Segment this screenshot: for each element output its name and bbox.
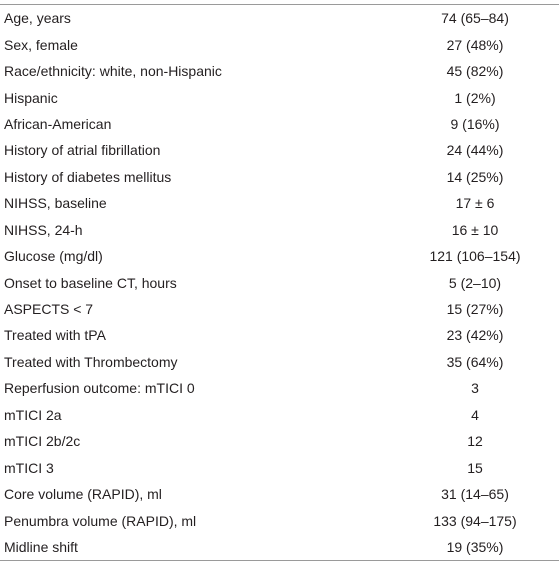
row-label: ASPECTS < 7: [4, 301, 94, 318]
row-value: 4: [471, 406, 479, 423]
row-value: 35 (64%): [446, 353, 504, 370]
row-label: Glucose (mg/dl): [4, 248, 103, 265]
row-label: Age, years: [4, 10, 71, 27]
row-label: mTICI 2a: [4, 406, 62, 423]
table-row: Hispanic 1 (2%): [0, 84, 559, 110]
table-row: mTICI 3 15: [0, 454, 559, 480]
row-value: 3: [471, 380, 479, 397]
row-value: 133 (94–175): [433, 512, 517, 529]
row-value: 9 (16%): [450, 115, 500, 132]
row-label: History of diabetes mellitus: [4, 168, 172, 185]
row-value: 27 (48%): [446, 36, 504, 53]
row-label: Treated with Thrombectomy: [4, 353, 178, 370]
table-row: Treated with Thrombectomy 35 (64%): [0, 349, 559, 375]
row-value: 15 (27%): [446, 301, 504, 318]
row-value: 121 (106–154): [429, 248, 521, 265]
row-label: History of atrial fibrillation: [4, 142, 161, 159]
table-row: mTICI 2b/2c 12: [0, 428, 559, 454]
row-value: 12: [467, 433, 483, 450]
table-row: NIHSS, 24-h 16 ± 10: [0, 217, 559, 243]
table-row: Penumbra volume (RAPID), ml 133 (94–175): [0, 507, 559, 533]
row-value: 31 (14–65): [441, 486, 509, 503]
table-row: Race/ethnicity: white, non-Hispanic 45 (8…: [0, 58, 559, 84]
table-row: mTICI 2a 4: [0, 402, 559, 428]
table-row: Sex, female 27 (48%): [0, 31, 559, 57]
table-row: Onset to baseline CT, hours 5 (2–10): [0, 269, 559, 295]
row-label: Penumbra volume (RAPID), ml: [4, 512, 197, 529]
table-row: Core volume (RAPID), ml 31 (14–65): [0, 481, 559, 507]
table-row: Glucose (mg/dl) 121 (106–154): [0, 243, 559, 269]
row-label: African-American: [4, 115, 112, 132]
row-value: 15: [467, 459, 483, 476]
row-value: 14 (25%): [446, 168, 504, 185]
row-value: 5 (2–10): [448, 274, 502, 291]
row-value: 19 (35%): [446, 538, 504, 555]
table-row: Treated with tPA 23 (42%): [0, 322, 559, 348]
row-label: Onset to baseline CT, hours: [4, 274, 177, 291]
row-value: 16 ± 10: [451, 221, 499, 238]
table-row: African-American 9 (16%): [0, 111, 559, 137]
row-label: NIHSS, 24-h: [4, 221, 83, 238]
row-label: Race/ethnicity: white, non-Hispanic: [4, 63, 222, 80]
table-row: History of diabetes mellitus 14 (25%): [0, 164, 559, 190]
table-row: NIHSS, baseline 17 ± 6: [0, 190, 559, 216]
row-label: Core volume (RAPID), ml: [4, 486, 162, 503]
row-value: 23 (42%): [446, 327, 504, 344]
row-value: 17 ± 6: [455, 195, 495, 212]
row-value: 1 (2%): [454, 89, 496, 106]
row-label: Midline shift: [4, 538, 78, 555]
table-row: Reperfusion outcome: mTICI 0 3: [0, 375, 559, 401]
table-row: Midline shift 19 (35%): [0, 534, 559, 560]
row-label: mTICI 3: [4, 459, 54, 476]
row-value: 24 (44%): [446, 142, 504, 159]
table: Age, years 74 (65–84) Sex, female 27 (48%) R…: [0, 4, 559, 562]
row-label: Sex, female: [4, 36, 78, 53]
row-value: 45 (82%): [446, 63, 504, 80]
table-row: History of atrial fibrillation 24 (44%): [0, 137, 559, 163]
row-label: mTICI 2b/2c: [4, 433, 81, 450]
row-label: Hispanic: [4, 89, 58, 106]
row-value: 74 (65–84): [441, 10, 509, 27]
table-row: Age, years 74 (65–84): [0, 5, 559, 31]
row-label: NIHSS, baseline: [4, 195, 107, 212]
row-label: Treated with tPA: [4, 327, 106, 344]
table-row: ASPECTS < 7 15 (27%): [0, 296, 559, 322]
row-label: Reperfusion outcome: mTICI 0: [4, 380, 195, 397]
